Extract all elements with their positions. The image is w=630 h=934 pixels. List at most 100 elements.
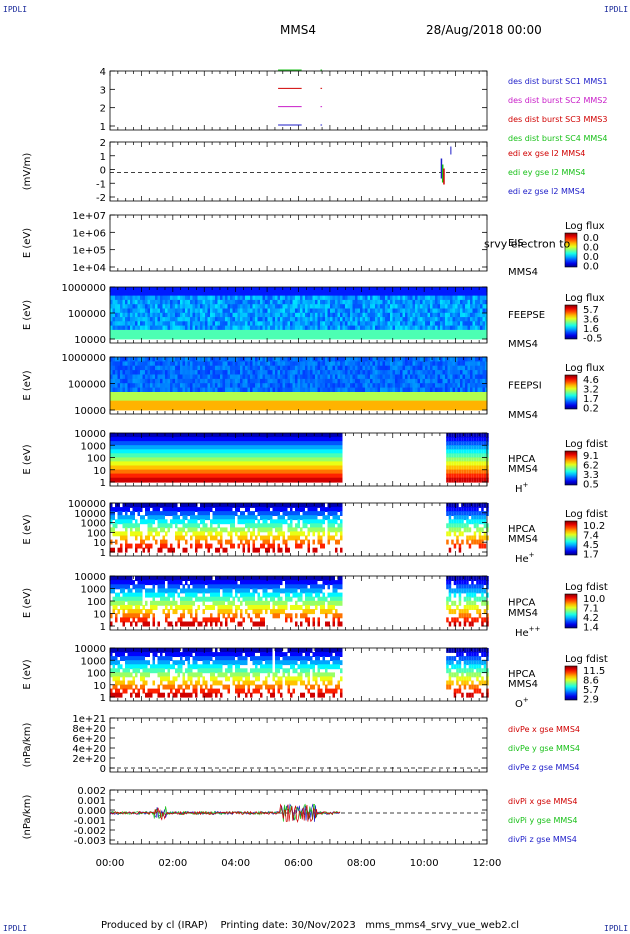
heatmap-cell-feepsi	[222, 374, 225, 380]
heatmap-cell-feepse	[182, 329, 185, 336]
heatmap-cell-feepsi	[477, 370, 480, 376]
heatmap-cell-feepse	[182, 304, 185, 310]
heatmap-cell-feepsi	[305, 361, 308, 367]
heatmap-cell-feepse	[280, 295, 283, 301]
heatmap-cell-hpca_h	[130, 477, 133, 483]
heatmap-cell-hpca_h	[232, 469, 235, 475]
heatmap-cell-feepsi	[450, 374, 453, 380]
heatmap-cell-feepsi	[377, 383, 380, 389]
heatmap-cell-hpca_h	[115, 465, 118, 471]
heatmap-cell-hpca_h	[190, 433, 193, 438]
heatmap-cell-feepsi	[377, 365, 380, 371]
heatmap-cell-feepsi	[457, 405, 460, 411]
heatmap-cell-feepsi	[282, 383, 285, 389]
heatmap-cell-feepse	[457, 304, 460, 310]
heatmap-cell-feepsi	[350, 405, 353, 411]
heatmap-cell-feepsi	[440, 383, 443, 389]
heatmap-cell-hpca_h	[137, 453, 140, 459]
heatmap-cell-feepsi	[472, 374, 475, 380]
heatmap-cell-feepse	[270, 312, 273, 318]
heatmap-cell-feepsi	[447, 361, 450, 367]
heatmap-cell-feepse	[455, 287, 458, 293]
heatmap-cell-feepsi	[190, 400, 193, 406]
heatmap-cell-feepse	[357, 334, 360, 340]
heatmap-cell-hpca_h	[197, 437, 200, 442]
heatmap-cell-feepsi	[335, 378, 338, 385]
heatmap-cell-feepsi	[442, 396, 445, 402]
heatmap-cell-feepse	[205, 308, 208, 314]
heatmap-cell-feepse	[122, 321, 125, 327]
heatmap-cell-hpca_h	[150, 445, 153, 451]
heatmap-cell-feepsi	[280, 374, 283, 380]
heatmap-cell-feepse	[150, 312, 153, 318]
heatmap-cell-hpca_h	[135, 441, 138, 446]
heatmap-cell-feepsi	[450, 400, 453, 406]
heatmap-cell-feepse	[345, 287, 348, 293]
heatmap-cell-hpca_h	[177, 433, 180, 438]
heatmap-cell-feepsi	[290, 383, 293, 389]
heatmap-cell-feepsi	[407, 405, 410, 411]
heatmap-cell-feepse	[240, 304, 243, 310]
heatmap-cell-hpca_h	[162, 465, 165, 471]
heatmap-cell-feepsi	[390, 365, 393, 371]
heatmap-cell-feepsi	[162, 400, 165, 406]
heatmap-cell-feepse	[437, 334, 440, 340]
heatmap-cell-hpca_h	[117, 473, 120, 479]
heatmap-cell-hpca_h	[225, 433, 228, 438]
heatmap-cell-feepse	[335, 334, 338, 340]
heatmap-cell-hpca_h	[160, 445, 163, 451]
heatmap-cell-hpca_h	[117, 449, 120, 455]
heatmap-cell-feepsi	[227, 405, 230, 411]
heatmap-cell-feepse	[300, 295, 303, 301]
heatmap-cell-feepsi	[267, 383, 270, 389]
heatmap-cell-hpca_h	[227, 465, 230, 471]
heatmap-cell-feepsi	[415, 387, 418, 393]
heatmap-cell-feepse	[370, 295, 373, 301]
heatmap-cell-feepsi	[320, 387, 323, 393]
heatmap-cell-feepse	[417, 325, 420, 331]
heatmap-cell-feepsi	[215, 357, 218, 363]
heatmap-cell-feepsi	[152, 405, 155, 411]
heatmap-cell-hpca_h	[175, 441, 178, 446]
heatmap-cell-feepsi	[412, 370, 415, 376]
heatmap-cell-feepsi	[387, 383, 390, 389]
heatmap-cell-feepse	[395, 308, 398, 314]
heatmap-cell-feepsi	[467, 405, 470, 411]
heatmap-cell-feepsi	[192, 378, 195, 385]
heatmap-cell-feepse	[282, 304, 285, 310]
heatmap-cell-feepse	[327, 325, 330, 331]
heatmap-cell-feepse	[205, 317, 208, 323]
heatmap-cell-feepse	[215, 308, 218, 314]
heatmap-cell-feepse	[347, 304, 350, 310]
heatmap-cell-hpca_h	[190, 469, 193, 475]
heatmap-cell-feepse	[125, 329, 128, 336]
heatmap-cell-hpca_h	[225, 465, 228, 471]
heatmap-cell-feepsi	[400, 396, 403, 402]
heatmap-cell-hpca_h	[180, 449, 183, 455]
heatmap-cell-feepsi	[475, 392, 478, 398]
heatmap-cell-hpca_h	[177, 441, 180, 446]
heatmap-cell-feepse	[155, 299, 158, 306]
heatmap-cell-feepsi	[257, 400, 260, 406]
heatmap-cell-feepse	[257, 295, 260, 301]
heatmap-cell-feepse	[137, 334, 140, 340]
heatmap-cell-hpca_h	[210, 457, 213, 463]
heatmap-cell-feepsi	[137, 396, 140, 402]
heatmap-cell-feepsi	[412, 405, 415, 411]
heatmap-cell-feepsi	[285, 374, 288, 380]
heatmap-cell-feepse	[215, 295, 218, 301]
heatmap-cell-feepsi	[397, 361, 400, 367]
heatmap-cell-feepse	[115, 308, 118, 314]
heatmap-cell-feepsi	[262, 396, 265, 402]
heatmap-cell-feepsi	[457, 392, 460, 398]
heatmap-cell-feepsi	[217, 392, 220, 398]
heatmap-cell-hpca_h	[215, 433, 218, 438]
heatmap-cell-hpca_h	[120, 461, 123, 467]
heatmap-cell-feepse	[312, 325, 315, 331]
heatmap-cell-feepsi	[112, 383, 115, 389]
heatmap-cell-hpca_h	[125, 453, 128, 459]
heatmap-cell-feepse	[290, 304, 293, 310]
heatmap-cell-feepse	[172, 287, 175, 293]
heatmap-cell-hpca_h	[235, 453, 238, 459]
heatmap-cell-feepse	[352, 334, 355, 340]
